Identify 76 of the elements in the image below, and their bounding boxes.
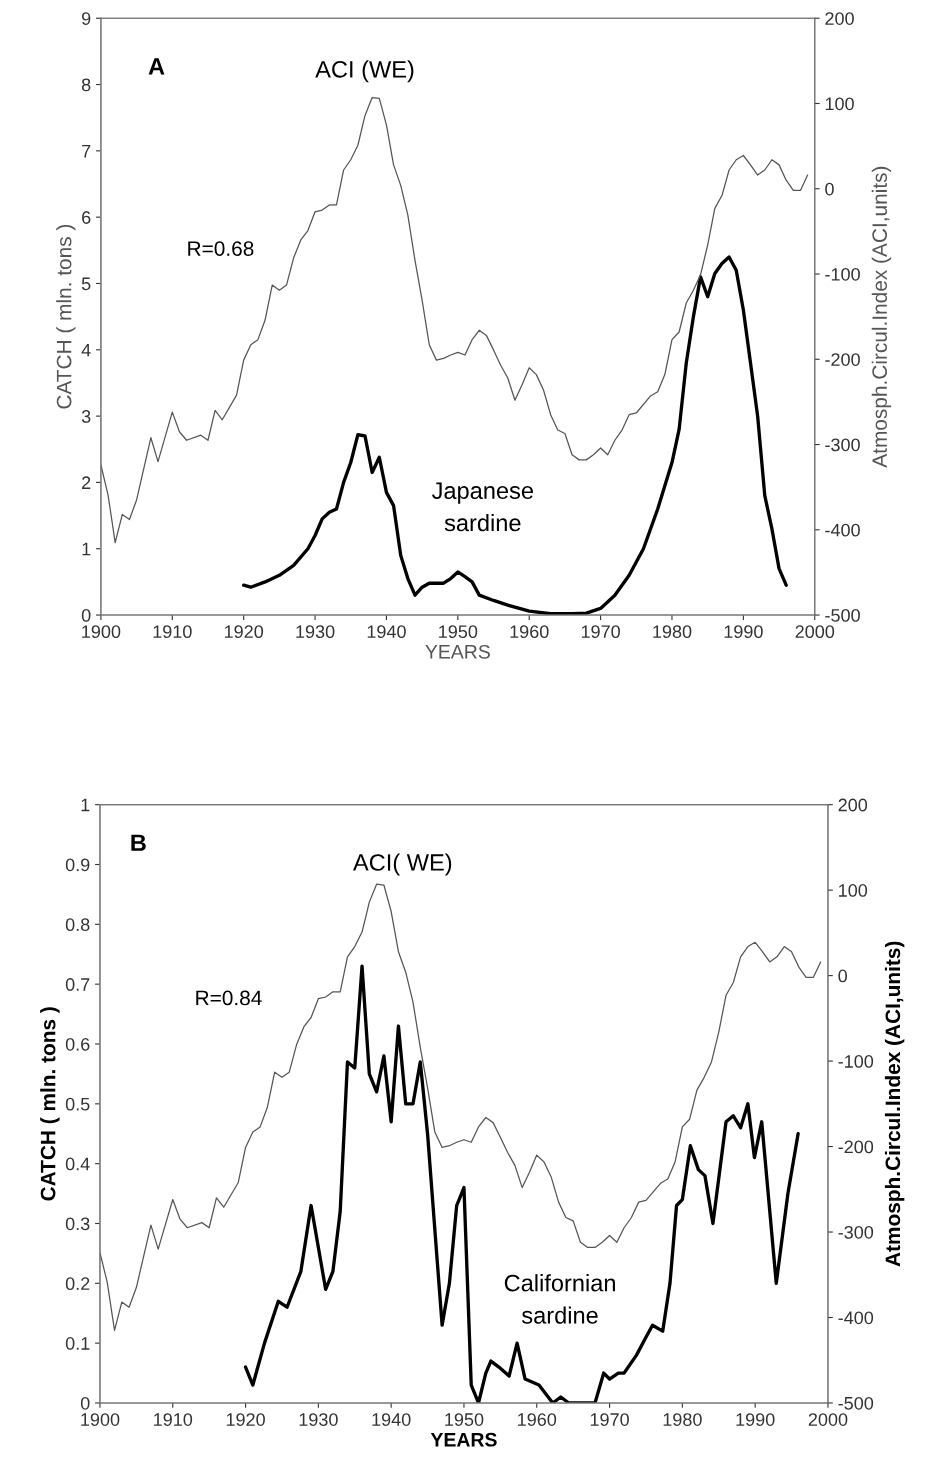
y-tick-label: 6 [82,211,91,224]
x-tick-label: 1900 [82,625,121,639]
x-tick-label: 1950 [439,625,478,639]
x-tick-label: 1990 [736,1413,775,1426]
y-tick-label: 0.7 [65,978,90,991]
x-axis-title: YEARS [430,1432,497,1447]
x-tick-label: 1990 [724,625,763,639]
y-tick-label: 8 [81,78,91,92]
x-tick-label: 1920 [224,625,264,639]
x-tick-label: 1950 [445,1413,484,1426]
x-axis-title: YEARS [425,644,490,659]
y2-tick-label: -300 [825,438,860,452]
series-label: ACI( WE) [353,853,452,876]
x-tick-label: 1970 [581,625,620,639]
x-tick-label: 1960 [518,1413,557,1426]
annotation: B [131,834,146,851]
line-series [99,883,822,1331]
y-tick-label: 0.9 [65,858,90,872]
y2-axis-title: Atmosph.Circul.Index (ACI,units) [884,941,905,1267]
y2-tick-label: -200 [825,353,860,366]
y-axis-title: CATCH ( mln. tons ) [56,224,76,409]
y-tick-label: 5 [81,277,91,291]
x-tick-label: 1910 [153,625,192,639]
y2-tick-label: 0 [825,182,834,196]
series-label: ACI (WE) [315,60,414,83]
y2-tick-label: -500 [825,608,860,622]
y-tick-label: 0 [80,1396,90,1410]
x-tick-label: 2000 [808,1413,848,1426]
x-tick-label: 2000 [795,625,835,639]
x-tick-label: 1910 [154,1413,193,1426]
y-tick-label: 0 [81,608,91,622]
x-tick-label: 1980 [663,1413,702,1426]
line-series [242,255,788,616]
y2-tick-label: 200 [838,798,868,812]
y-tick-label: 0.5 [65,1097,90,1111]
y-tick-label: 0.3 [65,1217,90,1231]
y-tick-label: 0.4 [65,1157,90,1171]
y2-tick-label: 200 [825,12,854,25]
y2-axis-title: Atmosph.Circul.Index (ACI,units) [871,166,892,468]
y-tick-label: 1 [82,542,91,556]
annotation: A [148,58,165,75]
series-label: Californian sardine [504,1274,615,1324]
x-tick-label: 1970 [590,1413,629,1426]
y-tick-label: 7 [82,144,91,158]
series-label: Japanese sardine [431,482,533,532]
y2-tick-label: -300 [838,1225,874,1239]
y2-tick-label: -100 [825,267,860,281]
x-tick-label: 1940 [372,1413,411,1426]
y-tick-label: 1 [81,798,90,812]
line-series [100,96,809,544]
y-tick-label: 3 [81,410,91,423]
y-tick-label: 2 [82,476,91,489]
y-tick-label: 0.1 [65,1337,90,1350]
x-tick-label: 1960 [510,625,549,639]
y-tick-label: 9 [81,12,91,25]
y2-tick-label: -500 [838,1396,874,1410]
annotation: R=0.68 [188,241,254,256]
y2-tick-label: -400 [825,523,860,537]
x-tick-label: 1900 [81,1413,120,1426]
x-tick-label: 1930 [299,1413,338,1426]
x-tick-label: 1940 [367,625,406,639]
y2-tick-label: 100 [825,97,854,111]
x-tick-label: 1980 [653,625,692,639]
y2-tick-label: 100 [839,884,868,897]
y2-tick-label: 0 [838,969,848,983]
x-tick-label: 1930 [296,625,335,639]
annotation: R=0.84 [196,990,262,1006]
y-tick-label: 4 [81,343,91,357]
y2-tick-label: -200 [838,1140,874,1154]
y2-tick-label: -100 [838,1055,874,1068]
y2-tick-label: -400 [838,1311,874,1325]
x-tick-label: 1920 [226,1413,265,1426]
y-tick-label: 0.6 [65,1037,90,1051]
y-axis-title: CATCH ( mln. tons ) [40,1007,60,1201]
y-tick-label: 0.8 [65,918,90,932]
y-tick-label: 0.2 [65,1277,90,1291]
